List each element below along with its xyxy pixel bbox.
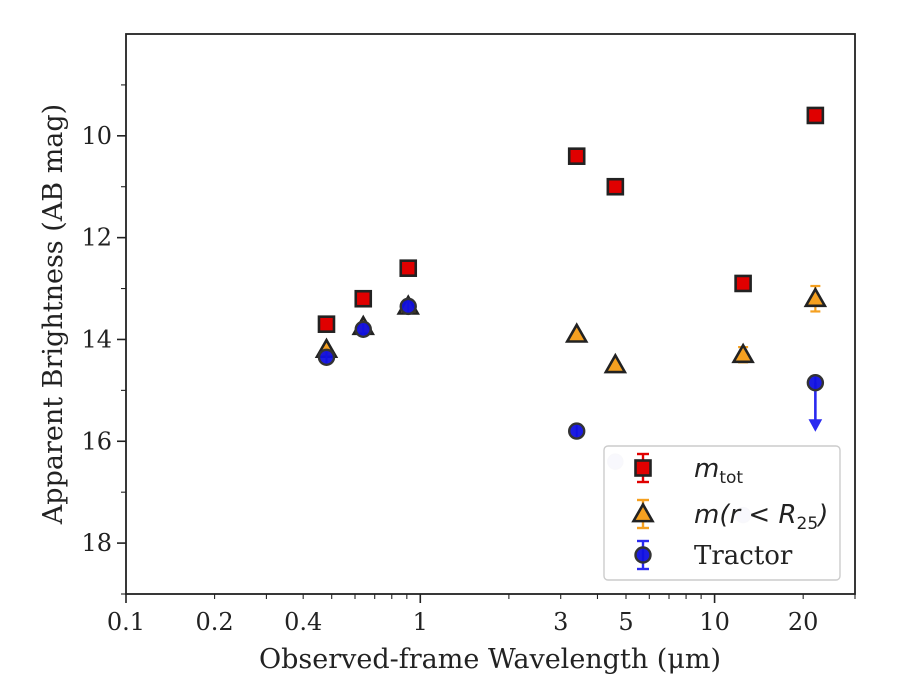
legend-label: m(r < R25): [694, 500, 828, 534]
y-tick-label: 16: [81, 427, 112, 455]
legend: mtot m(r < R25) Tractor: [603, 445, 841, 581]
data-point-triangle: [803, 286, 828, 308]
legend-label: Tractor: [694, 541, 793, 571]
x-tick-label: 0.4: [284, 608, 322, 636]
legend-box: [603, 445, 841, 581]
x-tick-label: 5: [618, 608, 633, 636]
data-point-square: [399, 259, 418, 277]
data-point-circle: [568, 422, 586, 440]
y-tick-label: 18: [81, 529, 112, 557]
x-tick-label: 0.1: [107, 608, 145, 636]
legend-label: mtot: [694, 454, 743, 488]
series-square: [317, 106, 825, 333]
series-circle: [317, 297, 825, 440]
data-point-square: [567, 147, 586, 165]
x-tick-label: 20: [788, 608, 819, 636]
data-point-square: [317, 315, 336, 333]
upper-limit-arrowhead: [808, 419, 823, 432]
y-axis-ticks: 10 12 14 16 18: [81, 84, 126, 595]
x-tick-label: 3: [553, 608, 568, 636]
data-point-circle: [317, 348, 336, 366]
data-point-square: [806, 106, 825, 125]
y-tick-label: 10: [81, 122, 112, 150]
data-point-triangle: [731, 342, 755, 364]
y-tick-label: 14: [81, 325, 112, 353]
x-tick-label: 1: [413, 608, 428, 636]
data-point-circle: [399, 297, 417, 316]
data-point-triangle: [564, 322, 589, 343]
data-point-circle: [354, 320, 372, 338]
legend-marker-square: [634, 459, 652, 477]
data-point-square: [354, 289, 373, 308]
x-tick-label: 10: [699, 608, 730, 636]
x-tick-label: 0.2: [196, 608, 234, 636]
legend-marker-triangle: [631, 501, 655, 523]
data-point-square: [606, 177, 625, 196]
y-axis-label: Apparent Brightness (AB mag): [38, 104, 69, 525]
y-tick-label: 12: [81, 224, 112, 252]
data-point-circle: [806, 374, 825, 392]
data-point-triangle: [603, 352, 628, 374]
x-axis-ticks: 0.1 0.2 0.4 1 3 5 10 20: [107, 594, 856, 636]
legend-marker-circle: [634, 546, 652, 564]
x-axis-label: Observed-frame Wavelength (μm): [259, 644, 721, 675]
data-point-square: [734, 274, 752, 293]
